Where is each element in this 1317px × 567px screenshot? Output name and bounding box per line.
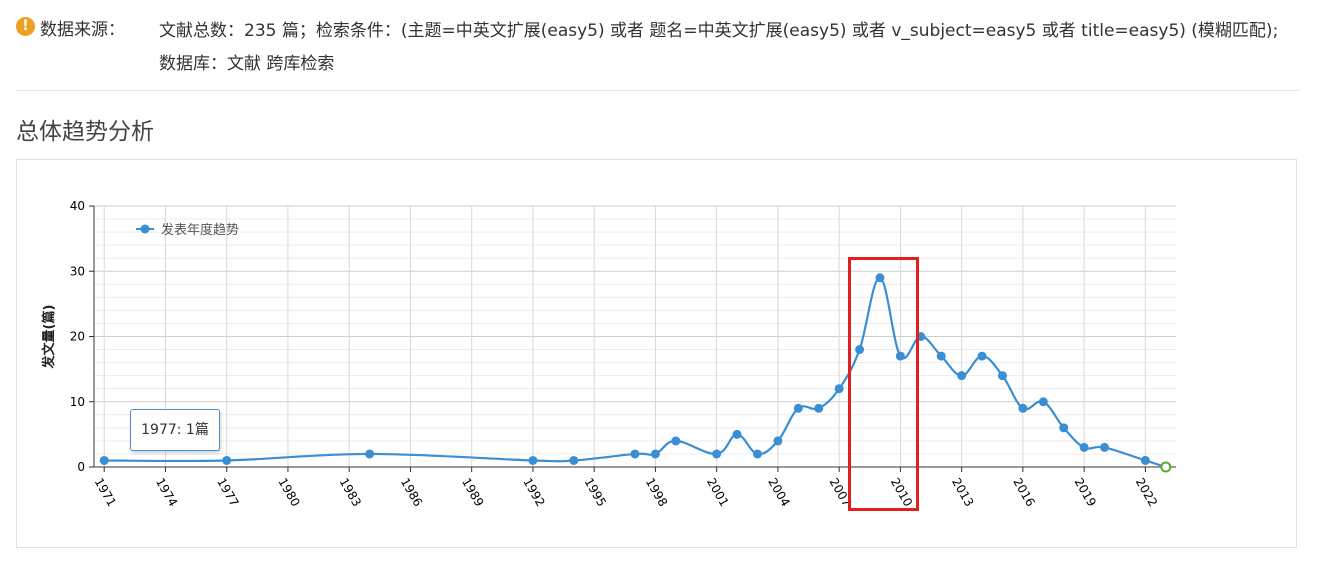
data-point [1038, 397, 1048, 407]
section-title: 总体趋势分析 [16, 119, 154, 145]
y-tick-label: 30 [70, 264, 85, 278]
x-tick-label: 2001 [704, 476, 731, 509]
trend-chart-panel: 0 10 20 30 40 1971 1974 1977 1980 1983 1986 1989 199… [16, 159, 1297, 548]
data-point [752, 449, 762, 459]
series-line [104, 276, 1167, 469]
data-point [671, 436, 681, 446]
x-tick-label: 1980 [275, 476, 302, 509]
data-point [732, 429, 742, 439]
data-point [1140, 455, 1150, 465]
data-point [712, 449, 722, 459]
y-tick-label: 10 [70, 395, 85, 409]
trend-chart: 0 10 20 30 40 1971 1974 1977 1980 1983 1986 1989 199… [41, 199, 1176, 509]
x-tick-label: 1989 [459, 476, 486, 509]
x-tick-label: 2022 [1133, 476, 1160, 509]
data-source-label: 数据来源： [40, 20, 125, 40]
data-point [1079, 442, 1089, 452]
data-point [222, 455, 232, 465]
y-tick-label: 20 [70, 330, 85, 344]
x-tick-label: 1986 [398, 476, 425, 509]
data-point [630, 449, 640, 459]
x-tick-label: 1974 [153, 476, 180, 509]
x-tick-label: 1983 [337, 476, 364, 509]
data-point [1059, 423, 1069, 433]
y-tick-label: 40 [70, 199, 85, 213]
y-tick-label: 0 [77, 460, 85, 474]
data-point [895, 351, 905, 361]
data-point [834, 384, 844, 394]
data-point [528, 455, 538, 465]
x-tick-label: 2016 [1010, 476, 1037, 509]
x-tick-label: 1992 [520, 476, 547, 509]
x-tick-label: 2004 [765, 476, 792, 509]
x-tick-label: 2013 [949, 476, 976, 509]
x-tick-label: 2019 [1072, 476, 1099, 509]
highlight-box [848, 257, 919, 511]
data-point [793, 403, 803, 413]
data-point [855, 345, 865, 355]
x-tick-label: 1995 [582, 476, 609, 509]
warning-icon: ! [16, 17, 35, 36]
x-tick-label: 1998 [643, 476, 670, 509]
data-source-text: 文献总数：235 篇；检索条件：(主题=中英文扩展(easy5) 或者 题名=中… [159, 21, 1279, 74]
data-point [569, 455, 579, 465]
data-source-panel: ! 数据来源： 文献总数：235 篇；检索条件：(主题=中英文扩展(easy5)… [16, 12, 1301, 90]
data-point [997, 371, 1007, 381]
data-point [773, 436, 783, 446]
data-point [957, 371, 967, 381]
legend-marker [140, 224, 150, 234]
data-point [99, 455, 109, 465]
divider [16, 90, 1299, 91]
data-point [977, 351, 987, 361]
data-point [814, 403, 824, 413]
data-point [650, 449, 660, 459]
chart-tooltip: 1977: 1篇 [130, 409, 220, 451]
data-point [936, 351, 946, 361]
data-point [875, 273, 885, 283]
data-point [365, 449, 375, 459]
x-tick-label: 1977 [214, 476, 241, 509]
legend-label: 发表年度趋势 [161, 222, 239, 238]
data-point [1018, 403, 1028, 413]
x-tick-label: 1971 [92, 476, 119, 509]
y-axis-label: 发文量(篇) [41, 305, 57, 370]
data-point [1100, 442, 1110, 452]
data-point-active [1160, 461, 1172, 473]
